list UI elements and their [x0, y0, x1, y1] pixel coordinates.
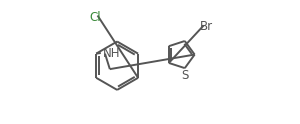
- Text: NH: NH: [103, 46, 121, 60]
- Text: Br: Br: [200, 20, 213, 33]
- Text: Cl: Cl: [89, 11, 100, 24]
- Text: S: S: [181, 69, 188, 82]
